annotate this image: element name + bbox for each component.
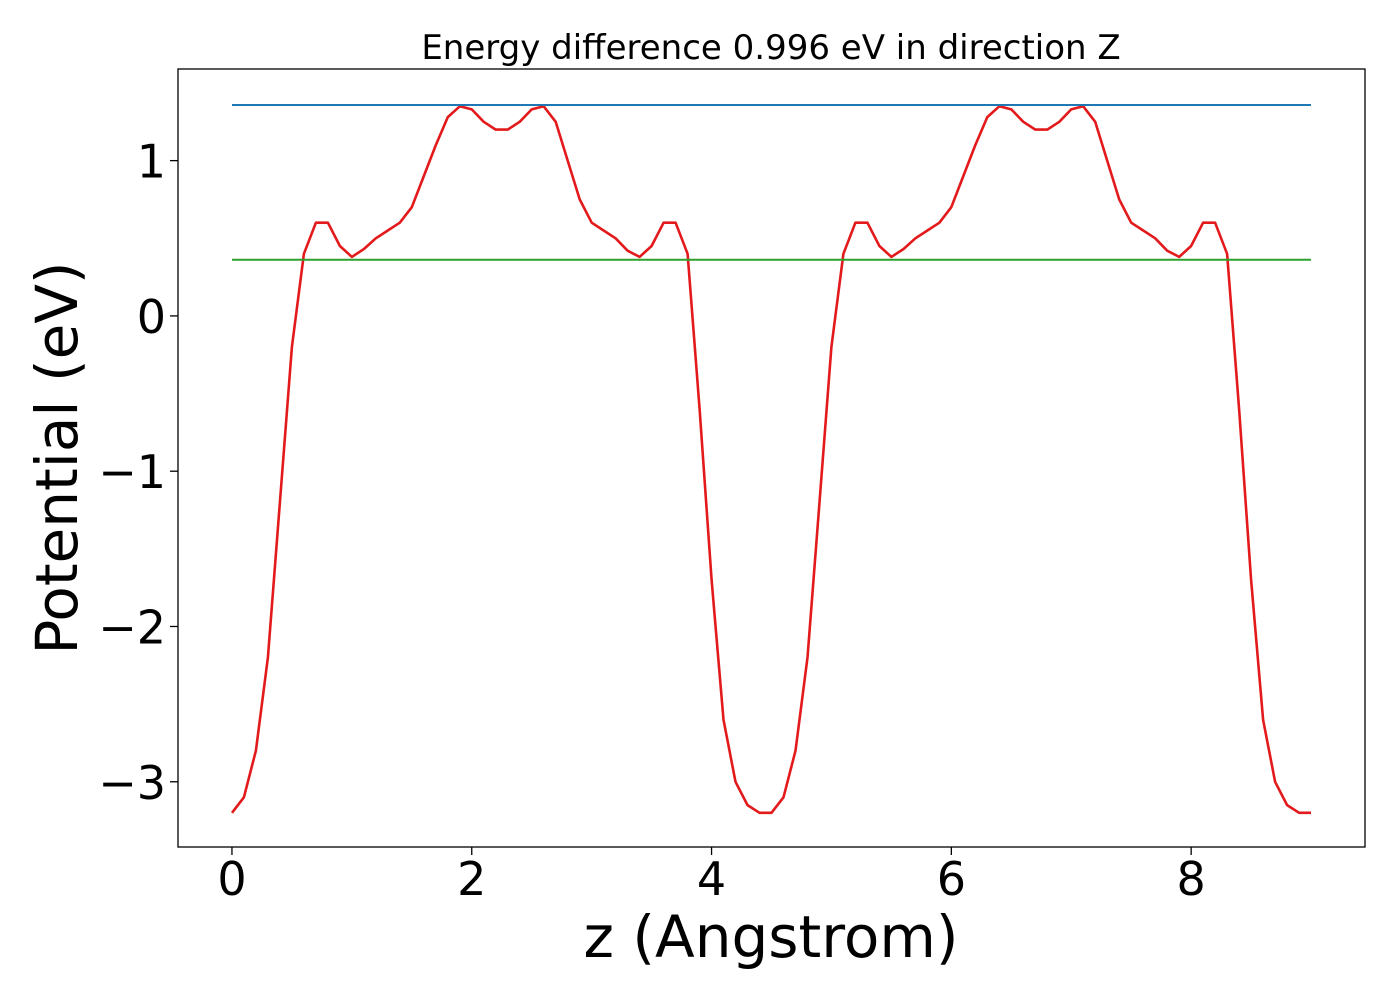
y-tick-label: −3 [98,756,166,810]
y-axis-label: Potential (eV) [23,261,91,654]
x-tick-label: 4 [697,852,726,906]
x-tick-label: 0 [217,852,246,906]
x-tick-label: 8 [1177,852,1206,906]
y-tick-label: −1 [98,445,166,499]
x-tick-label: 6 [937,852,966,906]
x-tick-label: 2 [457,852,486,906]
y-tick-label: 0 [137,290,166,344]
x-axis: 0 2 4 6 8 [217,847,1206,906]
chart-title: Energy difference 0.996 eV in direction … [421,28,1120,68]
y-axis: 1 0 −1 −2 −3 [98,135,178,810]
x-axis-label: z (Angstrom) [584,903,959,971]
axes-frame [177,68,1366,848]
plot-area [230,104,1311,815]
series-line-potential [230,105,1311,815]
y-tick-label: −2 [98,600,166,654]
y-tick-label: 1 [137,135,166,189]
